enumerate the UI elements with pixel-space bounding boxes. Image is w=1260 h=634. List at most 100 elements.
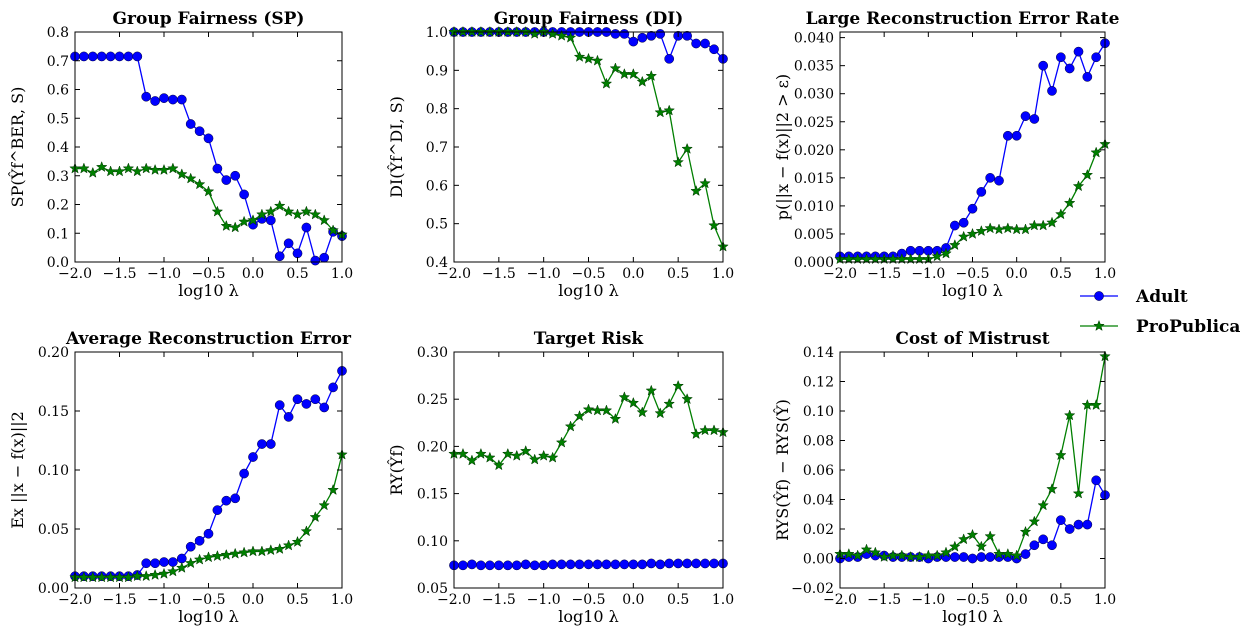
data-point: [493, 560, 504, 571]
data-point: [1002, 130, 1013, 141]
x-tick-label: −2.0: [58, 266, 92, 282]
y-tick-label: 0.4: [47, 140, 69, 156]
data-point: [976, 552, 987, 562]
series-line: [75, 55, 343, 262]
data-point: [256, 545, 268, 557]
y-tick-label: 0.12: [803, 375, 834, 391]
data-point: [957, 230, 970, 242]
series-propublica: [448, 25, 729, 252]
data-point: [248, 452, 258, 462]
data-point: [582, 52, 595, 64]
y-tick-label: 0.8: [47, 25, 69, 41]
data-point: [663, 104, 676, 116]
data-point: [555, 29, 568, 41]
data-point: [274, 251, 285, 262]
data-point: [646, 30, 657, 41]
series-line: [840, 42, 1106, 258]
data-point: [122, 162, 135, 174]
data-point: [691, 558, 701, 569]
data-point: [582, 403, 595, 415]
data-point: [122, 571, 135, 583]
data-point: [993, 223, 1005, 235]
data-point: [637, 32, 648, 43]
data-point: [185, 541, 196, 552]
data-point: [1082, 72, 1093, 82]
data-point: [851, 549, 864, 561]
data-point: [87, 51, 98, 62]
subplot-4: Average Reconstruction Error −2.0 −1.5 −1.0…: [8, 329, 353, 626]
data-point: [699, 424, 711, 436]
data-point: [708, 219, 720, 231]
data-point: [1019, 223, 1032, 235]
data-point: [1055, 449, 1067, 461]
data-point: [114, 51, 125, 62]
x-tick-label: 0.5: [1050, 266, 1072, 282]
subplot-2: Group Fairness (DI) −2.0 −1.5 −1.0 −0.5 0.0 0.…: [386, 9, 734, 300]
data-point: [646, 558, 657, 569]
y-tick-label: 0.0: [47, 255, 69, 271]
y-axis-label: p(||x − f(x)||2 > ε): [773, 74, 792, 220]
data-point: [301, 222, 312, 233]
x-tick-label: −2.0: [437, 266, 471, 282]
data-point: [273, 542, 286, 555]
data-point: [682, 558, 692, 569]
data-point: [300, 525, 313, 537]
data-point: [230, 493, 241, 504]
y-axis-label: DI(Ŷf^DI, S): [386, 96, 406, 198]
x-tick-label: −2.0: [58, 592, 92, 608]
x-tick-label: 0.0: [242, 266, 264, 282]
data-point: [257, 439, 267, 449]
data-point: [309, 511, 322, 523]
data-point: [681, 142, 693, 154]
data-point: [318, 214, 331, 226]
x-tick-label: 1.0: [331, 592, 353, 608]
data-point: [229, 221, 242, 233]
data-point: [1091, 475, 1102, 486]
data-point: [1081, 168, 1094, 180]
data-point: [502, 560, 513, 571]
y-tick-label: 0.7: [47, 54, 69, 70]
data-point: [493, 459, 505, 471]
data-point: [141, 91, 152, 102]
x-tick-label: −0.5: [956, 266, 990, 282]
x-tick-label: 0.0: [1006, 266, 1028, 282]
y-tick-label: 0.6: [426, 178, 448, 194]
data-point: [1002, 222, 1014, 234]
data-point: [221, 495, 232, 506]
data-point: [565, 559, 576, 570]
series-propublica: [448, 379, 729, 471]
data-point: [194, 126, 205, 137]
data-point: [168, 94, 178, 105]
y-tick-label: 1.0: [426, 25, 448, 41]
data-point: [1029, 540, 1040, 551]
data-point: [265, 215, 276, 226]
data-point: [555, 436, 568, 448]
data-point: [1002, 547, 1014, 560]
plot-frame: [453, 351, 724, 589]
x-tick-label: 0.5: [1050, 592, 1072, 608]
legend-marker: [1094, 291, 1104, 301]
data-point: [860, 543, 873, 555]
data-point: [292, 248, 303, 259]
data-point: [193, 178, 206, 190]
data-point: [564, 420, 577, 432]
data-point: [529, 560, 540, 571]
data-point: [273, 199, 286, 211]
data-point: [654, 407, 667, 419]
data-point: [282, 539, 295, 551]
data-point: [610, 29, 621, 39]
x-tick-label: −1.0: [911, 266, 945, 282]
y-axis-label: RYS(Ŷf) − RYS(Ŷ): [772, 399, 792, 541]
data-point: [966, 528, 979, 540]
data-point: [708, 424, 720, 436]
data-point: [931, 250, 943, 262]
x-tick-label: −0.5: [572, 592, 606, 608]
data-point: [538, 560, 549, 571]
legend-label: Adult: [1135, 287, 1188, 307]
series-propublica: [69, 448, 348, 583]
series-propublica: [834, 138, 1111, 265]
x-tick-label: −1.0: [911, 592, 945, 608]
data-point: [485, 560, 495, 571]
data-point: [1046, 216, 1058, 228]
data-point: [239, 468, 249, 479]
